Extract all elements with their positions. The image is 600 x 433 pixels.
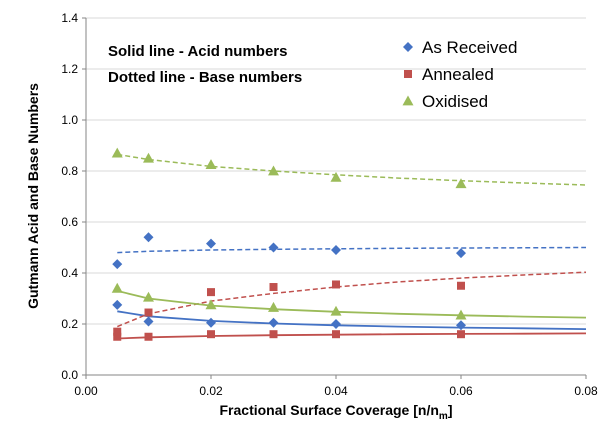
acid-point-oxidised xyxy=(330,305,342,316)
legend-marker-oxidised xyxy=(402,95,414,106)
acid-point-oxidised xyxy=(205,299,217,310)
legend-marker-annealed xyxy=(404,70,412,78)
base-point-annealed xyxy=(269,283,278,292)
base-point-annealed xyxy=(113,327,122,336)
annotation-base: Dotted line - Base numbers xyxy=(108,69,302,86)
base-point-oxidised xyxy=(205,159,217,170)
acid-point-annealed xyxy=(269,330,278,339)
grid-lines xyxy=(86,17,586,325)
acid-point-as-received xyxy=(456,320,466,331)
acid-point-oxidised xyxy=(455,309,467,320)
y-tick-label: 0.4 xyxy=(61,266,78,280)
x-tick-label: 0.04 xyxy=(324,384,348,398)
y-tick-label: 1.4 xyxy=(61,11,78,25)
legend-label-annealed: Annealed xyxy=(422,65,494,84)
acid-point-annealed xyxy=(207,330,215,339)
data-points xyxy=(111,147,467,341)
acid-point-oxidised xyxy=(143,291,154,302)
y-tick-label: 1.0 xyxy=(61,113,78,127)
acid-point-as-received xyxy=(112,299,123,310)
acid-point-as-received xyxy=(331,319,341,329)
acid-point-annealed xyxy=(457,330,465,339)
x-axis-title: Fractional Surface Coverage [n/nm] xyxy=(220,402,453,422)
acid-point-annealed xyxy=(332,330,340,339)
x-tick-label: 0.08 xyxy=(574,384,598,398)
base-point-as-received xyxy=(268,242,279,253)
x-tick-label: 0.00 xyxy=(74,384,98,398)
base-point-annealed xyxy=(332,280,340,289)
base-point-annealed xyxy=(144,308,153,317)
legend-marker-as-received xyxy=(403,42,413,52)
base-point-as-received xyxy=(143,232,154,243)
base-point-as-received xyxy=(206,238,216,249)
base-point-oxidised xyxy=(455,178,467,189)
legend-label-oxidised: Oxidised xyxy=(422,92,488,111)
y-tick-label: 0.8 xyxy=(61,164,78,178)
acid-point-as-received xyxy=(143,316,154,327)
x-axis-title-subscript: m xyxy=(439,411,448,422)
y-axis-title: Gutmann Acid and Base Numbers xyxy=(25,83,41,309)
acid-point-annealed xyxy=(144,332,153,341)
x-tick-label: 0.02 xyxy=(199,384,223,398)
legend-label-as-received: As Received xyxy=(422,38,517,57)
axes: 0.0 0.2 0.4 0.6 0.8 1.0 1.2 1.4 0.00 0.02 0.04 0.06… xyxy=(61,11,598,398)
acid-point-oxidised xyxy=(111,282,123,293)
y-tick-label: 0.6 xyxy=(61,215,78,229)
x-axis-title-main: Fractional Surface Coverage [n/n xyxy=(220,402,439,418)
base-point-as-received xyxy=(456,248,466,259)
y-tick-label: 0.2 xyxy=(61,317,78,331)
legend: As Received Annealed Oxidised xyxy=(402,38,517,111)
base-point-annealed xyxy=(207,288,215,297)
x-axis-title-close: ] xyxy=(448,402,453,418)
base-point-oxidised xyxy=(268,165,279,176)
base-point-oxidised xyxy=(330,171,342,182)
x-tick-label: 0.06 xyxy=(449,384,473,398)
base-point-as-received xyxy=(112,259,123,270)
base-point-oxidised xyxy=(143,152,154,163)
acid-point-oxidised xyxy=(268,301,279,312)
base-point-annealed xyxy=(457,281,465,290)
base-point-as-received xyxy=(331,245,341,256)
base-point-oxidised xyxy=(111,147,123,158)
y-tick-label: 0.0 xyxy=(61,368,78,382)
acid-point-as-received xyxy=(268,317,279,328)
acid-point-as-received xyxy=(206,317,216,328)
annotation-acid: Solid line - Acid numbers xyxy=(108,43,287,60)
y-tick-label: 1.2 xyxy=(61,62,78,76)
acid-point-annealed xyxy=(113,332,122,341)
